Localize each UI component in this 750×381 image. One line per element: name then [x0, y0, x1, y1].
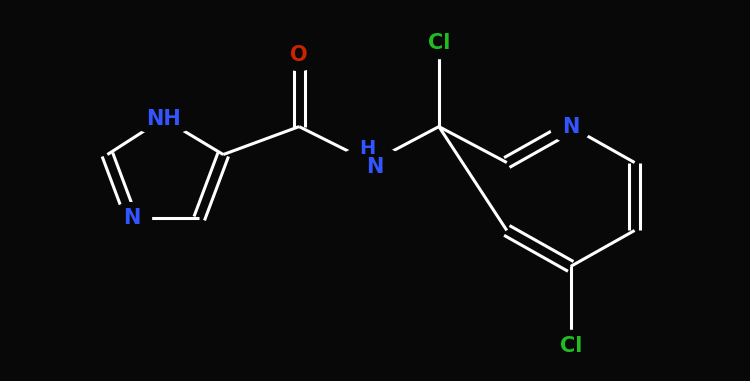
Ellipse shape [550, 111, 591, 142]
Ellipse shape [339, 147, 404, 178]
Text: N: N [562, 117, 580, 137]
Text: H: H [359, 139, 375, 158]
Text: NH: NH [146, 109, 181, 129]
Ellipse shape [279, 39, 320, 70]
Text: Cl: Cl [560, 336, 582, 356]
Ellipse shape [538, 330, 603, 362]
Text: O: O [290, 45, 308, 65]
Text: N: N [366, 157, 384, 176]
Text: N: N [123, 208, 140, 229]
Ellipse shape [131, 103, 196, 134]
Text: Cl: Cl [427, 33, 450, 53]
Ellipse shape [406, 27, 471, 59]
Ellipse shape [111, 203, 152, 234]
